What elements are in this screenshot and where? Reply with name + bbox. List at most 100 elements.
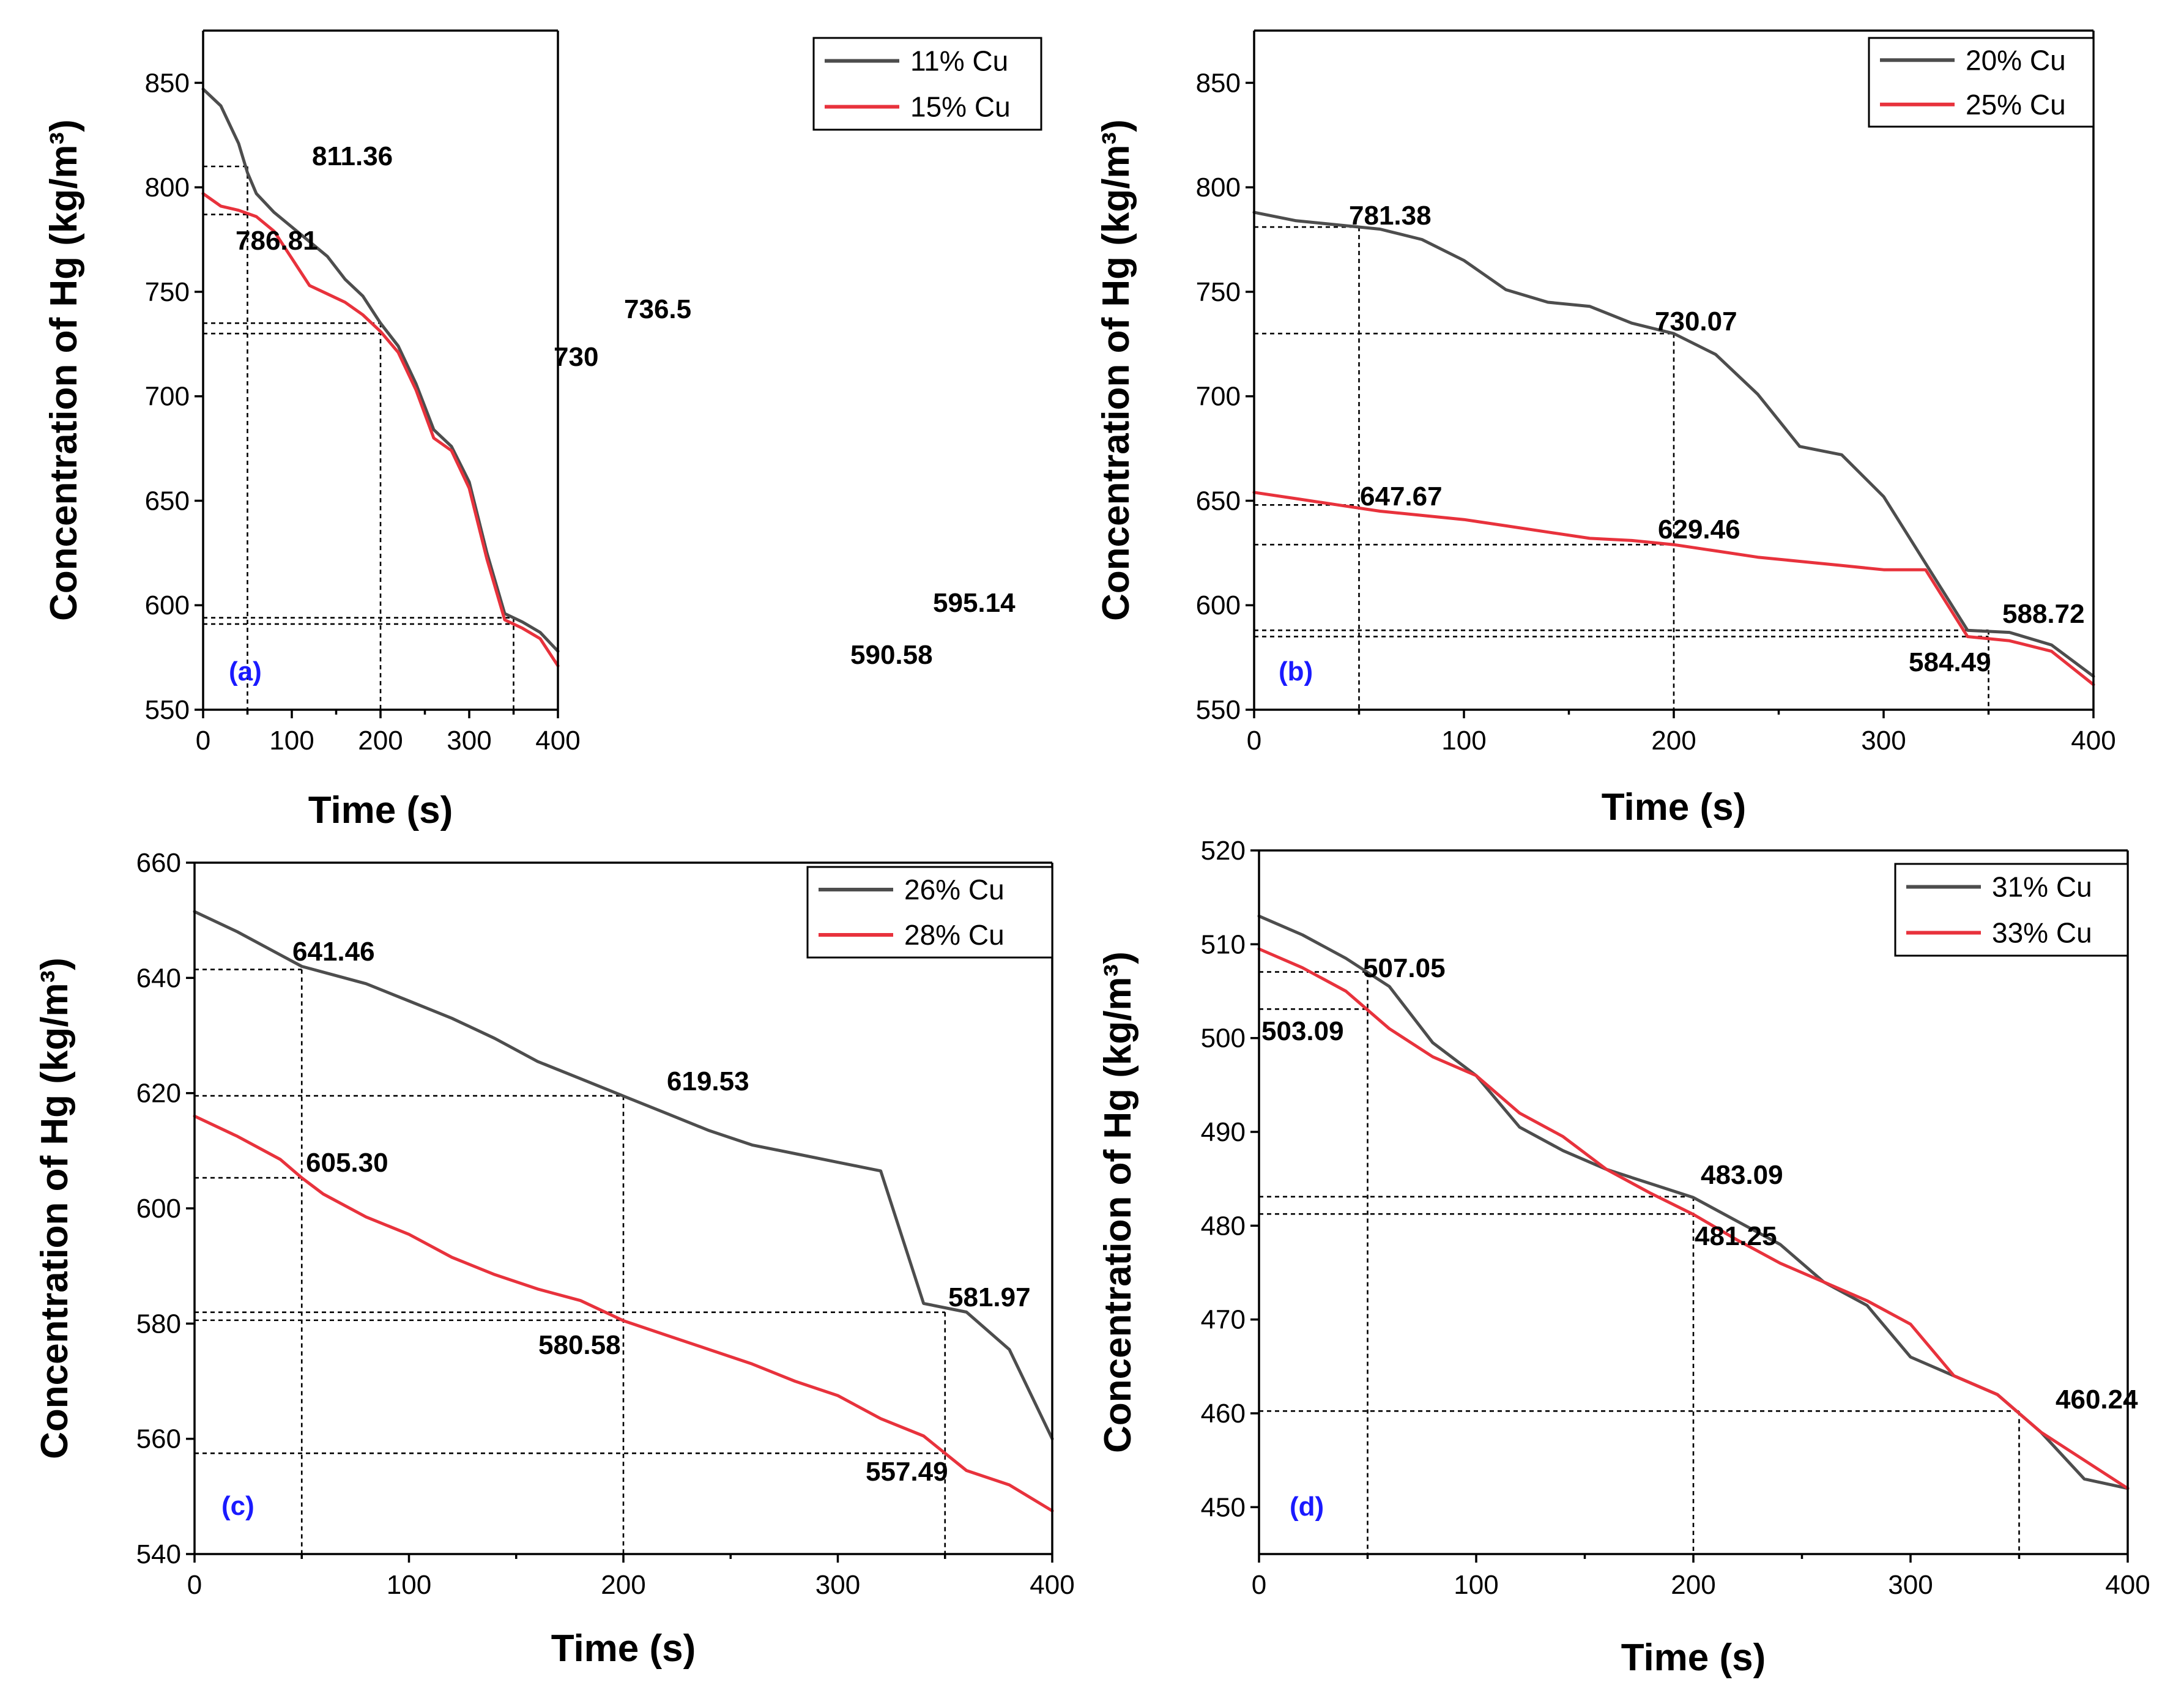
- panel-label: (b): [1279, 656, 1313, 686]
- legend-box: [806, 866, 1053, 959]
- legend-label: 28% Cu: [904, 919, 1005, 951]
- x-tick-label: 100: [269, 726, 314, 756]
- y-tick-label: 480: [1201, 1211, 1246, 1241]
- series-line-28cu: [193, 1114, 1054, 1512]
- x-tick-label: 100: [387, 1570, 431, 1600]
- x-tick-label: 400: [2105, 1570, 2150, 1600]
- series-line-20cu: [1252, 210, 2095, 678]
- legend: 20% Cu 25% Cu: [1868, 37, 2095, 128]
- panel-label: (a): [229, 656, 262, 686]
- y-tick-label: 600: [1196, 590, 1241, 620]
- data-label: 507.05: [1363, 953, 1446, 983]
- panel-b: 0 100 200 300 400 550 600 650 700 750 800 850 Time (…: [1095, 29, 2116, 828]
- y-tick-label: 520: [1201, 836, 1246, 866]
- x-tick-label: 0: [1247, 726, 1261, 756]
- y-tick-label: 500: [1201, 1024, 1246, 1054]
- x-tick-label: 0: [196, 726, 210, 756]
- y-tick-label: 750: [1196, 277, 1241, 307]
- y-tick-label: 750: [145, 277, 190, 307]
- x-tick-label: 200: [358, 726, 403, 756]
- y-tick-label: 800: [145, 173, 190, 203]
- legend-label: 15% Cu: [910, 91, 1011, 123]
- y-axis-title: Concentration of Hg (kg/m³): [1097, 951, 1139, 1453]
- y-tick-label: 550: [145, 695, 190, 725]
- data-label: 730.07: [1655, 307, 1737, 337]
- x-tick-label: 300: [1861, 726, 1906, 756]
- data-label: 580.58: [538, 1330, 621, 1360]
- x-axis-title: Time (s): [308, 789, 453, 831]
- x-tick-label: 0: [187, 1570, 202, 1600]
- series-line-33cu: [1257, 947, 2130, 1490]
- y-tick-label: 450: [1201, 1492, 1246, 1522]
- x-tick-label: 100: [1441, 726, 1486, 756]
- legend-label: 31% Cu: [1992, 871, 2092, 903]
- legend: 11% Cu 15% Cu: [812, 37, 1042, 131]
- data-label: 503.09: [1261, 1016, 1344, 1046]
- series-line-11cu: [201, 87, 560, 653]
- x-tick-label: 0: [1252, 1570, 1266, 1600]
- panel-d: 0 100 200 300 400 450 460 470 480 490 500 510 520 Tim…: [1097, 836, 2150, 1679]
- x-axis-title: Time (s): [1602, 786, 1747, 828]
- data-label: 581.97: [948, 1282, 1031, 1312]
- y-tick-label: 850: [1196, 68, 1241, 98]
- y-tick-label: 460: [1201, 1399, 1246, 1429]
- legend-box: [1868, 37, 2095, 128]
- x-tick-label: 400: [2071, 726, 2115, 756]
- data-label: 619.53: [667, 1066, 749, 1096]
- data-label: 557.49: [866, 1457, 948, 1487]
- data-label: 605.30: [306, 1148, 388, 1178]
- data-label: 629.46: [1658, 515, 1740, 545]
- x-tick-label: 200: [601, 1570, 645, 1600]
- y-tick-label: 550: [1196, 695, 1241, 725]
- legend-box: [1894, 863, 2129, 957]
- y-axis-title: Concentration of Hg (kg/m³): [1095, 119, 1137, 621]
- panel-a: 0 100 200 300 400 550 600 650 700 750 800 850 Time (…: [43, 29, 1042, 831]
- data-label: 595.14: [933, 588, 1016, 618]
- y-axis-title: Concentration of Hg (kg/m³): [43, 119, 85, 621]
- x-tick-label: 100: [1454, 1570, 1498, 1600]
- y-tick-label: 800: [1196, 173, 1241, 203]
- legend-label: 33% Cu: [1992, 917, 2092, 949]
- x-tick-label: 400: [1030, 1570, 1074, 1600]
- y-tick-label: 560: [136, 1424, 181, 1454]
- data-label: 460.24: [2056, 1385, 2138, 1415]
- series-line-31cu: [1257, 914, 2130, 1490]
- x-axis-title: Time (s): [551, 1627, 696, 1670]
- legend-box: [812, 37, 1042, 131]
- y-tick-label: 510: [1201, 929, 1246, 959]
- data-label: 588.72: [2002, 599, 2085, 629]
- data-label: 483.09: [1701, 1160, 1783, 1190]
- y-tick-label: 640: [136, 963, 181, 993]
- x-tick-label: 400: [535, 726, 580, 756]
- panel-label: (d): [1290, 1492, 1324, 1522]
- legend: 31% Cu 33% Cu: [1894, 863, 2129, 957]
- y-tick-label: 620: [136, 1079, 181, 1109]
- legend-label: 25% Cu: [1966, 89, 2066, 121]
- y-tick-label: 700: [145, 382, 190, 412]
- x-tick-label: 200: [1671, 1570, 1715, 1600]
- y-tick-label: 700: [1196, 382, 1241, 412]
- x-tick-label: 300: [447, 726, 491, 756]
- y-tick-label: 650: [1196, 486, 1241, 516]
- legend-label: 11% Cu: [910, 45, 1008, 77]
- x-axis-title: Time (s): [1621, 1637, 1766, 1679]
- y-tick-label: 580: [136, 1309, 181, 1339]
- y-tick-label: 540: [136, 1539, 181, 1569]
- data-label: 590.58: [850, 640, 933, 670]
- data-label: 736.5: [624, 294, 691, 324]
- legend-label: 26% Cu: [904, 874, 1005, 906]
- legend-label: 20% Cu: [1966, 44, 2066, 76]
- y-tick-label: 600: [136, 1194, 181, 1224]
- y-tick-label: 660: [136, 848, 181, 878]
- data-label: 641.46: [292, 937, 375, 967]
- panel-c: 0 100 200 300 400 540 560 580 600 620 640 660 Time (…: [34, 848, 1075, 1670]
- legend: 26% Cu 28% Cu: [806, 866, 1053, 959]
- data-label: 481.25: [1695, 1221, 1777, 1251]
- x-tick-label: 300: [1888, 1570, 1933, 1600]
- y-tick-label: 600: [145, 590, 190, 620]
- series-line-15cu: [201, 192, 560, 668]
- series-line-25cu: [1252, 491, 2095, 686]
- data-label: 811.36: [312, 141, 393, 171]
- y-tick-label: 850: [145, 68, 190, 98]
